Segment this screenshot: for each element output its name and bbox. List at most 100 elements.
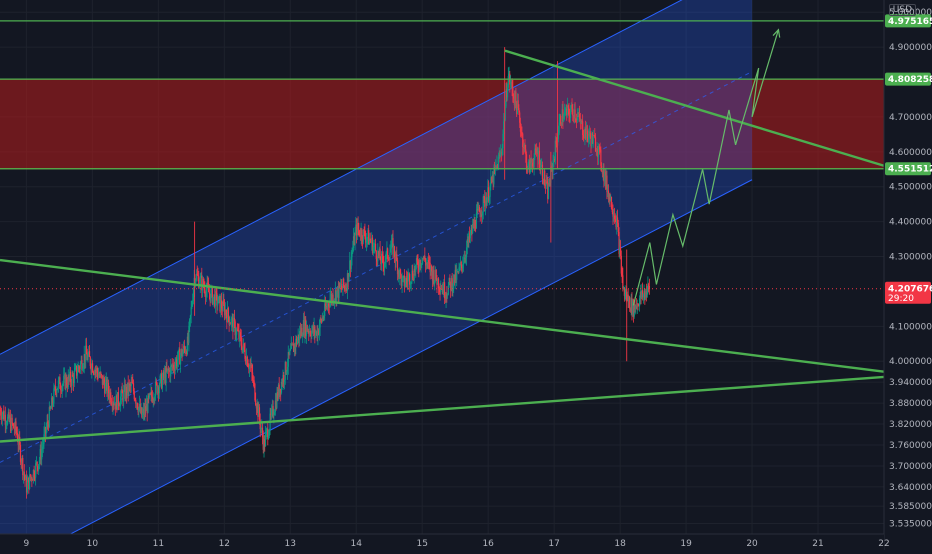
- candle-body: [378, 248, 380, 255]
- candle-body: [544, 170, 546, 186]
- candle-body: [632, 299, 635, 317]
- candle-body: [294, 344, 296, 349]
- candle-body: [258, 407, 260, 417]
- candle-body: [293, 344, 295, 353]
- candle-body: [403, 275, 405, 287]
- candle-body: [63, 375, 65, 383]
- candle-body: [174, 364, 176, 371]
- candle-body: [396, 260, 399, 275]
- candle-body: [84, 354, 86, 362]
- candle-body: [37, 466, 39, 470]
- candle-body: [582, 121, 584, 136]
- candle-body: [531, 162, 534, 167]
- candle-body: [283, 374, 285, 382]
- candle-body: [109, 392, 111, 399]
- candle-body: [152, 399, 154, 402]
- candle-body: [155, 381, 157, 383]
- candle-body: [643, 291, 645, 295]
- candle-body: [65, 377, 67, 390]
- candle-body: [479, 211, 481, 217]
- candle-body: [16, 433, 19, 442]
- candle-body: [259, 419, 261, 430]
- candle-body: [635, 306, 638, 308]
- candle-body: [366, 237, 368, 240]
- candle-body: [295, 338, 297, 349]
- candle-body: [258, 407, 261, 420]
- y-tick-label: 4.9000000: [889, 43, 932, 53]
- candle-body: [267, 435, 270, 439]
- candle-body: [537, 152, 539, 160]
- candle-body: [128, 384, 130, 393]
- candle-body: [544, 185, 547, 187]
- trend-line-descending-support: [0, 258, 885, 373]
- candle-body: [123, 389, 125, 402]
- candle-body: [435, 269, 437, 280]
- candle-body: [29, 474, 31, 479]
- candle-body: [568, 107, 570, 115]
- candle-body: [175, 359, 177, 365]
- candle-body: [645, 291, 647, 298]
- candle-body: [3, 414, 6, 420]
- candle-body: [51, 397, 53, 405]
- price-tag-bg: [885, 72, 931, 86]
- candle-body: [604, 171, 606, 182]
- candle-body: [132, 382, 134, 384]
- candle-body: [239, 332, 241, 340]
- candle-body: [223, 300, 225, 305]
- candle-body: [49, 407, 51, 410]
- candle-body: [163, 371, 165, 378]
- candle-body: [144, 406, 146, 415]
- candle-body: [105, 379, 107, 383]
- candle-body: [335, 290, 337, 302]
- x-tick-label: 22: [878, 539, 889, 549]
- candle-body: [525, 154, 528, 170]
- candle-body: [530, 158, 532, 164]
- candle-body: [362, 239, 364, 242]
- y-tick-label: 3.8200000: [889, 420, 932, 430]
- candle-body: [609, 193, 611, 202]
- candle-body: [50, 397, 53, 409]
- candle-body: [484, 197, 486, 207]
- candle-body: [582, 135, 585, 138]
- candle-body: [321, 317, 324, 322]
- candle-body: [204, 287, 206, 294]
- candle-body: [527, 164, 529, 170]
- candle-body: [584, 128, 586, 138]
- channel-upper-line: [0, 0, 683, 355]
- candle-body: [330, 294, 333, 301]
- candle-body: [20, 461, 22, 463]
- candle-body: [231, 318, 233, 319]
- candle-body: [570, 104, 572, 112]
- candle-body: [82, 368, 84, 371]
- candle-body: [190, 307, 192, 316]
- candle-body: [306, 325, 308, 332]
- candle-body: [346, 273, 349, 292]
- candle-body: [433, 269, 435, 284]
- current-price-tag-label: 4.2076764: [888, 284, 932, 294]
- candle-body: [182, 351, 184, 357]
- candle-body: [578, 113, 580, 117]
- candle-body: [409, 283, 412, 285]
- current-price-tag-bg: [885, 281, 931, 304]
- currency-label[interactable]: USD: [888, 4, 916, 16]
- candle-body: [41, 446, 44, 450]
- candle-body: [237, 330, 239, 332]
- candle-body: [438, 288, 440, 290]
- candle-body: [316, 331, 318, 339]
- candle-body: [318, 329, 320, 335]
- candle-body: [78, 366, 80, 368]
- candle-body: [319, 319, 321, 328]
- candle-body: [91, 363, 93, 371]
- candle-body: [588, 135, 590, 140]
- candle-body: [456, 271, 459, 272]
- candle-body: [494, 165, 497, 170]
- candle-body: [398, 270, 400, 278]
- candle-body: [113, 403, 116, 405]
- candle-body: [2, 411, 4, 415]
- candle-body: [139, 404, 141, 413]
- candle-body: [500, 152, 503, 154]
- candle-body: [460, 261, 462, 266]
- candle-body: [326, 306, 328, 308]
